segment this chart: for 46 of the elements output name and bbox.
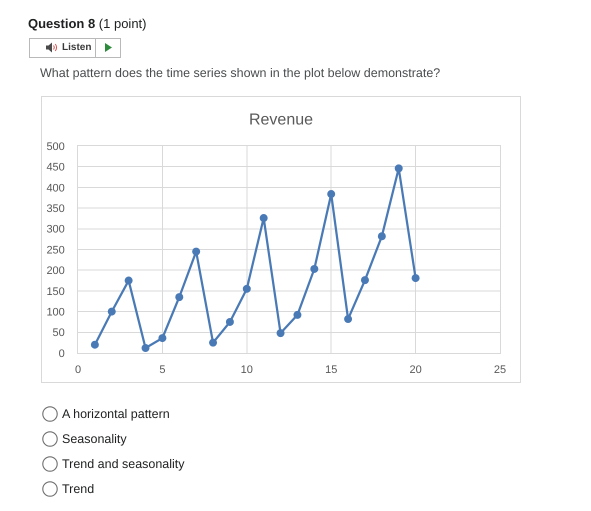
point	[293, 310, 302, 319]
point	[412, 274, 420, 282]
point	[90, 340, 99, 349]
point	[260, 214, 268, 222]
y-tick-label: 50	[52, 327, 65, 340]
text: What pattern does the time series shown in the plot below demonstrate?	[40, 65, 440, 81]
point	[394, 164, 403, 172]
text: A horizontal pattern	[62, 406, 170, 422]
x-tick-label: 20	[409, 364, 422, 376]
point	[209, 338, 218, 347]
point	[226, 318, 234, 326]
text: Trend and seasonality	[62, 456, 185, 472]
point	[124, 276, 133, 285]
point	[360, 276, 369, 284]
point	[142, 344, 150, 352]
x-tick-label: 15	[325, 364, 338, 376]
point	[276, 329, 285, 338]
listen-button: Listen	[29, 38, 121, 58]
y-tick-label: 400	[46, 182, 65, 194]
text: (1 point)	[98, 16, 146, 31]
text: Trend	[62, 481, 94, 497]
text: Question 8	[28, 16, 96, 31]
chart-title: Revenue	[248, 112, 314, 129]
point	[344, 315, 352, 324]
point	[327, 190, 336, 198]
y-tick-label: 250	[46, 244, 65, 256]
text: Seasonality	[62, 431, 127, 447]
y-tick-label: 100	[46, 306, 65, 318]
point	[192, 248, 200, 256]
point	[158, 334, 166, 342]
point	[378, 232, 386, 240]
y-tick-label: 450	[46, 162, 65, 174]
point	[108, 308, 116, 316]
y-tick-label: 500	[46, 140, 65, 153]
x-tick-label: 25	[494, 364, 506, 376]
x-tick-label: 0	[74, 364, 82, 376]
y-tick-label: 300	[46, 224, 65, 236]
point	[242, 284, 251, 293]
x-tick-label: 10	[240, 364, 253, 376]
point	[310, 264, 318, 273]
point	[175, 293, 184, 302]
y-tick-label: 150	[46, 286, 65, 298]
x-tick-label: 5	[159, 364, 166, 376]
y-tick-label: 350	[46, 202, 65, 215]
y-tick-label: 0	[58, 348, 65, 360]
y-tick-label: 200	[46, 265, 65, 278]
